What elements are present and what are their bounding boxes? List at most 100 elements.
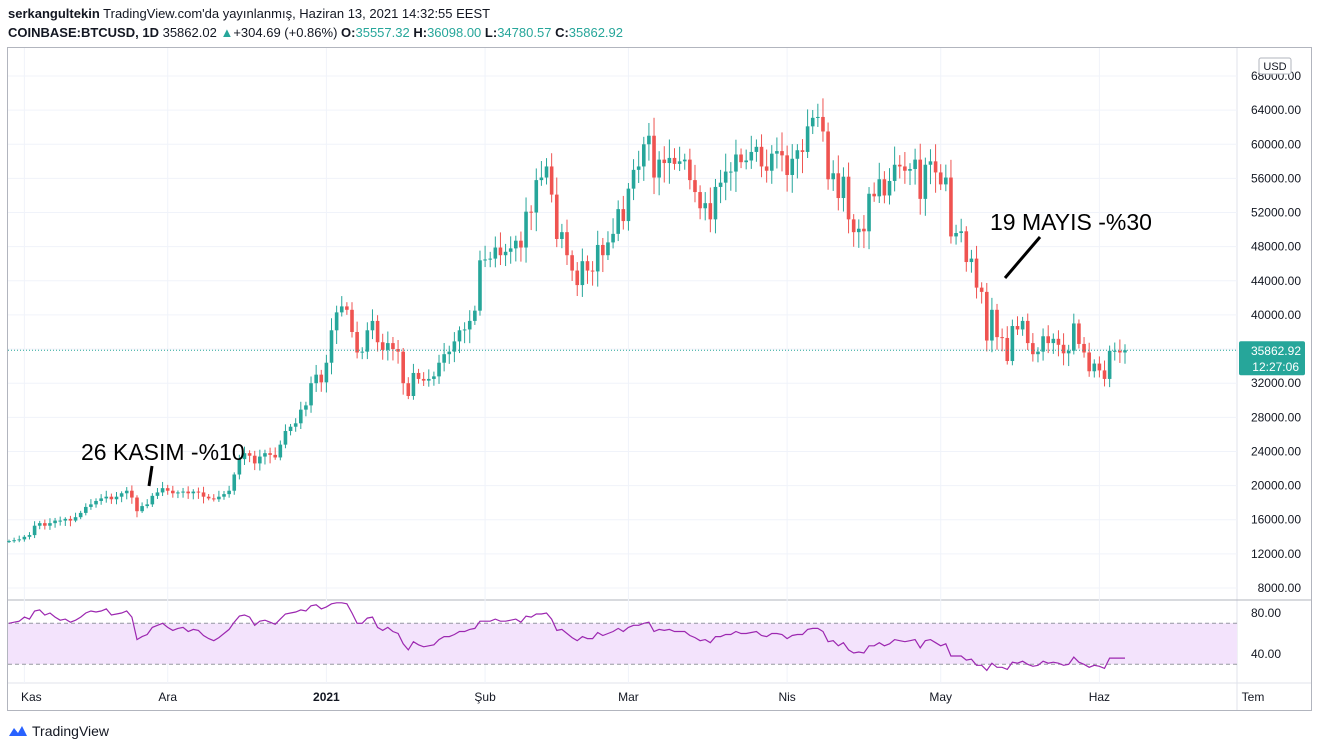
x-tick-label: 2021 [313,690,340,704]
candle-body [467,320,472,330]
candle-body [908,169,912,171]
low-label: L: [484,25,498,40]
candle-body [334,312,339,331]
close-value: 35862.92 [568,25,624,40]
candle-body [114,496,119,500]
candle-body [130,490,134,498]
candle-body [68,518,73,521]
candle-body [790,158,795,175]
candle-body [1010,326,1015,362]
tradingview-footer[interactable]: TradingView [8,723,109,739]
author-name[interactable]: serkangultekin [8,6,100,21]
candle-body [862,228,866,232]
candle-body [1000,337,1004,339]
candle-body [258,456,262,464]
candle-body [222,494,226,497]
candle-body [1082,343,1086,353]
candle-body [462,329,467,331]
candle-body [53,520,57,524]
candle-body [171,490,175,494]
candle-body [938,172,943,185]
candle-body [647,135,651,145]
candle-body [48,523,52,526]
open-value: 35557.32 [355,25,410,40]
candle-body [232,474,237,491]
candle-body [406,383,411,396]
candle-body [58,520,62,522]
close-label: C: [555,25,569,40]
rsi-line [8,602,1125,672]
candle-body [89,504,93,507]
candle-body [595,244,600,272]
candle-body [217,496,221,500]
candle-body [979,287,984,292]
candle-body [227,490,231,495]
last-price-label: 35862.92 [1251,344,1301,358]
candle-body [897,164,902,167]
rsi-tick-label: 80.00 [1251,606,1281,620]
tradingview-logo-icon [9,726,27,736]
candle-body [273,454,278,458]
y-tick-label: 12000.00 [1251,547,1301,561]
arrow-up-icon: ▲ [220,25,234,40]
high-label: H: [413,25,428,40]
x-tick-label: Haz [1089,690,1110,704]
candle-body [452,341,457,352]
candle-body [447,351,452,355]
chart-header-line-1: serkangultekin TradingView.com'da yayınl… [8,6,490,21]
candle-body [109,496,114,500]
candle-body [437,362,441,377]
candle-body [488,258,493,260]
last-price: 35862.02 [162,25,217,40]
candle-body [1020,320,1025,330]
candle-body [145,504,150,507]
candle-body [201,492,206,497]
candle-body [252,455,257,464]
candle-body [263,453,267,457]
x-tick-label: Nis [778,690,795,704]
candle-body [43,523,47,526]
candle-body [1041,336,1045,352]
candle-body [718,182,723,187]
candle-body [22,536,27,540]
candle-body [611,233,615,243]
candle-body [375,320,380,343]
symbol-label[interactable]: COINBASE:BTCUSD, 1D [8,25,159,40]
candle-body [350,309,354,332]
last-price-tag [1239,341,1305,376]
candle-body [1005,337,1010,362]
high-value: 36098.00 [427,25,482,40]
candle-body [821,116,825,132]
candle-body [309,383,313,406]
candle-body [206,496,211,499]
x-tick-label: Ara [158,690,177,704]
candle-body [329,330,334,363]
candle-body [872,193,876,197]
annotations: 26 KASIM -%10 19 MAYIS -%30 [81,209,1152,487]
countdown-label: 12:27:06 [1252,360,1299,374]
price-axis: 68000.0064000.0060000.0056000.0052000.00… [1239,57,1305,661]
annotation-19-mayis: 19 MAYIS -%30 [990,209,1152,235]
candle-body [570,255,574,271]
candle-body [176,492,180,494]
candle-body [99,498,103,501]
candle-body [764,166,769,171]
candle-body [580,261,585,286]
candle-body [247,453,252,456]
candle-body [575,270,580,286]
footer-brand: TradingView [32,723,110,739]
candle-body [836,173,841,199]
candle-body [867,193,871,232]
candle-body [442,354,446,363]
candle-body [846,176,851,220]
candle-body [923,164,928,199]
candle-body [851,219,856,233]
y-tick-label: 8000.00 [1258,581,1302,595]
candle-body [795,150,800,159]
candle-body [1072,323,1076,351]
candle-body [682,159,687,162]
candle-body [196,491,201,493]
annotation-19-mayis-pointer [1003,236,1042,279]
low-value: 34780.57 [497,25,552,40]
